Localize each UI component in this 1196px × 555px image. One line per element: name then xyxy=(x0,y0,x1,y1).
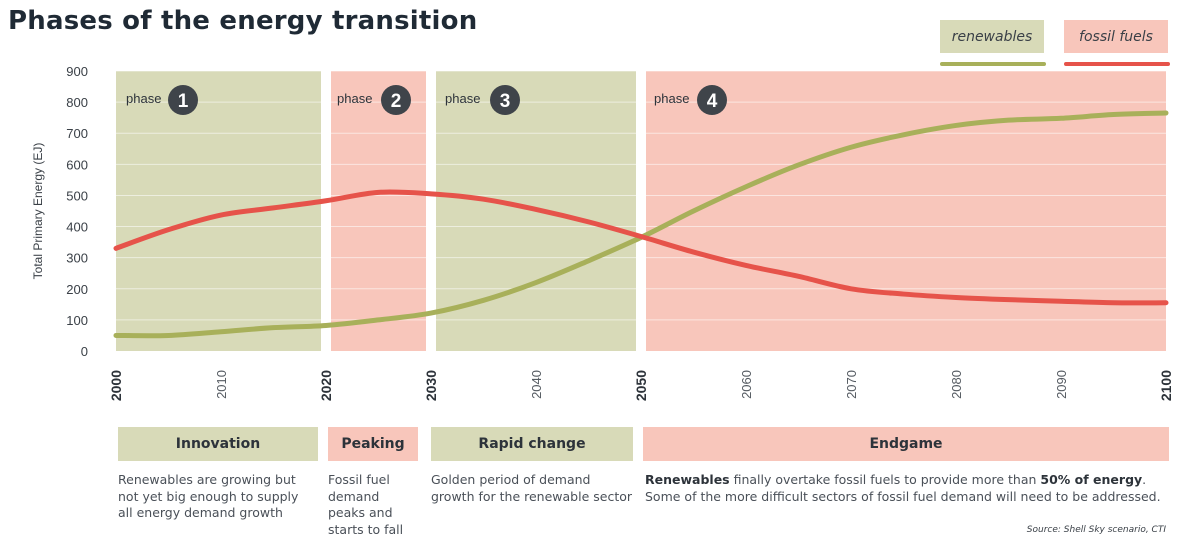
x-tick-label: 2100 xyxy=(1158,370,1174,401)
phase-4-number: 4 xyxy=(707,91,718,112)
x-tick-label: 2060 xyxy=(739,370,754,399)
phase-name-label: Rapid change xyxy=(478,436,586,452)
y-tick-label: 0 xyxy=(81,344,88,359)
y-tick-label: 100 xyxy=(66,313,88,328)
legend-fossil: fossil fuels xyxy=(1064,20,1168,53)
y-tick-label: 300 xyxy=(66,251,88,266)
x-tick-label: 2050 xyxy=(633,370,649,401)
legend-renewables: renewables xyxy=(940,20,1044,53)
chart-title: Phases of the energy transition xyxy=(8,6,478,36)
y-tick-label: 700 xyxy=(66,126,88,141)
y-tick-label: 400 xyxy=(66,220,88,235)
x-tick-label: 2090 xyxy=(1054,370,1069,399)
phase-1-number: 1 xyxy=(178,91,189,112)
y-tick-label: 500 xyxy=(66,188,88,203)
phase-name-label: Innovation xyxy=(175,436,261,452)
phase-4-label: phase xyxy=(654,91,689,106)
phase-name-label: Endgame xyxy=(869,436,943,452)
phase-1-label: phase xyxy=(126,91,161,106)
phase-3-label: phase xyxy=(445,91,480,106)
phase-4-text-2: . Some of the more difficult sectors of … xyxy=(645,472,1161,504)
phase-name-peaking: Peaking xyxy=(328,427,418,461)
phase-3-number: 3 xyxy=(500,91,511,112)
x-tick-label: 2010 xyxy=(214,370,229,399)
fossil-fuels-line xyxy=(113,189,1169,306)
x-tick-label: 2020 xyxy=(318,370,334,401)
x-tick-label: 2000 xyxy=(108,370,124,401)
x-tick-label: 2040 xyxy=(529,370,544,399)
phase-4-bold-percent: 50% of energy xyxy=(1040,472,1143,487)
line-chart: 0 100 200 300 400 500 600 700 800 900 Total Primar… xyxy=(31,64,1174,401)
y-tick-label: 600 xyxy=(66,157,88,172)
source-note: Source: Shell Sky scenario, CTI xyxy=(1026,525,1166,535)
y-tick-label: 800 xyxy=(66,95,88,110)
phase-4-band xyxy=(646,71,1166,351)
phase-2-description: Fossil fuel demand peaks and starts to f… xyxy=(328,472,404,537)
phase-3-description: Golden period of demand growth for the r… xyxy=(431,472,633,504)
legend-renewables-line xyxy=(940,62,1046,66)
phase-4-text-1: finally overtake fossil fuels to provide… xyxy=(729,472,1041,487)
phase-2-label: phase xyxy=(337,91,372,106)
phase-name-label: Peaking xyxy=(341,436,405,452)
phase-3-badge xyxy=(490,85,520,115)
phase-4-badge xyxy=(697,85,727,115)
phase-2-band xyxy=(331,71,426,351)
x-tick-label: 2080 xyxy=(949,370,964,399)
phase-2-badge xyxy=(381,85,411,115)
phase-name-rapid-change: Rapid change xyxy=(431,427,633,461)
phase-2-number: 2 xyxy=(391,91,402,112)
legend-renewables-label: renewables xyxy=(951,28,1033,45)
x-tick-label: 2030 xyxy=(423,370,439,401)
phase-1-band xyxy=(116,71,321,351)
legend-fossil-line xyxy=(1064,62,1170,66)
x-tick-label: 2070 xyxy=(844,370,859,399)
phase-4-bold-renewables: Renewables xyxy=(645,472,730,487)
y-axis-label: Total Primary Energy (EJ) xyxy=(31,143,45,280)
phase-name-innovation: Innovation xyxy=(118,427,318,461)
phase-1-description: Renewables are growing but not yet big e… xyxy=(118,472,299,520)
legend-fossil-label: fossil fuels xyxy=(1079,28,1153,45)
y-tick-label: 900 xyxy=(66,64,88,79)
phase-name-endgame: Endgame xyxy=(643,427,1169,461)
y-tick-label: 200 xyxy=(66,282,88,297)
phase-1-badge xyxy=(168,85,198,115)
phase-4-description: Renewables finally overtake fossil fuels… xyxy=(645,472,1165,505)
